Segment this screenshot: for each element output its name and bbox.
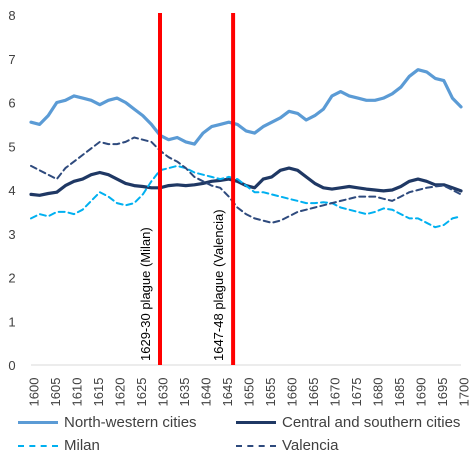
legend-label-milan: Milan [64, 437, 100, 454]
x-tick-label: 1695 [435, 378, 450, 407]
annotation-label: 1629-30 plague (Milan) [138, 227, 153, 361]
legend-swatch-north-western [18, 421, 58, 424]
x-tick-label: 1625 [134, 378, 149, 407]
x-tick-label: 1700 [456, 378, 471, 407]
plague-annotations: 1629-30 plague (Milan) 1647-48 plague (Va… [138, 13, 236, 365]
legend-item-valencia: Valencia [236, 437, 338, 454]
x-tick-label: 1685 [392, 378, 407, 407]
legend-item-milan: Milan [18, 437, 100, 454]
series-line-valencia [30, 136, 462, 224]
legend-swatch-valencia [236, 444, 276, 447]
series-line-milan [30, 164, 462, 229]
y-tick-label: 6 [8, 96, 15, 111]
x-tick-label: 1635 [177, 378, 192, 407]
x-tick-label: 1620 [112, 378, 127, 407]
y-axis-tick-labels: 0 1 2 3 4 5 6 7 8 [8, 8, 15, 373]
x-tick-label: 1690 [413, 378, 428, 407]
series-lines [29, 68, 463, 229]
x-tick-label: 1610 [69, 378, 84, 407]
x-tick-label: 1640 [198, 378, 213, 407]
y-tick-label: 0 [8, 358, 15, 373]
legend-item-central-southern: Central and southern cities [236, 414, 460, 431]
legend-swatch-milan [18, 444, 58, 447]
y-tick-label: 5 [8, 139, 15, 154]
x-tick-label: 1655 [263, 378, 278, 407]
x-tick-label: 1615 [91, 378, 106, 407]
y-tick-label: 8 [8, 8, 15, 23]
legend-label-valencia: Valencia [282, 437, 339, 454]
x-tick-label: 1670 [327, 378, 342, 407]
y-tick-label: 1 [8, 314, 15, 329]
y-tick-label: 2 [8, 271, 15, 286]
y-tick-label: 7 [8, 52, 15, 67]
x-axis-tick-labels: 1600 1605 1610 1615 1620 1625 1630 1635 1640 1645… [26, 378, 471, 407]
legend-swatch-central-southern [236, 421, 276, 424]
y-tick-label: 4 [8, 183, 15, 198]
x-tick-label: 1675 [349, 378, 364, 407]
x-tick-label: 1605 [48, 378, 63, 407]
x-tick-label: 1600 [26, 378, 41, 407]
x-tick-label: 1645 [220, 378, 235, 407]
legend-label-north-western: North-western cities [64, 414, 197, 431]
x-tick-label: 1650 [241, 378, 256, 407]
legend-label-central-southern: Central and southern cities [282, 414, 461, 431]
y-tick-label: 3 [8, 227, 15, 242]
annotation-label: 1647-48 plague (Valencia) [211, 209, 226, 361]
series-line-north-western-cities [29, 68, 463, 146]
legend-item-north-western: North-western cities [18, 414, 197, 431]
x-tick-label: 1680 [370, 378, 385, 407]
x-tick-label: 1630 [155, 378, 170, 407]
x-tick-label: 1665 [306, 378, 321, 407]
x-tick-label: 1660 [284, 378, 299, 407]
legend: North-western cities Central and souther… [0, 410, 472, 458]
series-line-central-and-southern-cities [29, 166, 463, 197]
